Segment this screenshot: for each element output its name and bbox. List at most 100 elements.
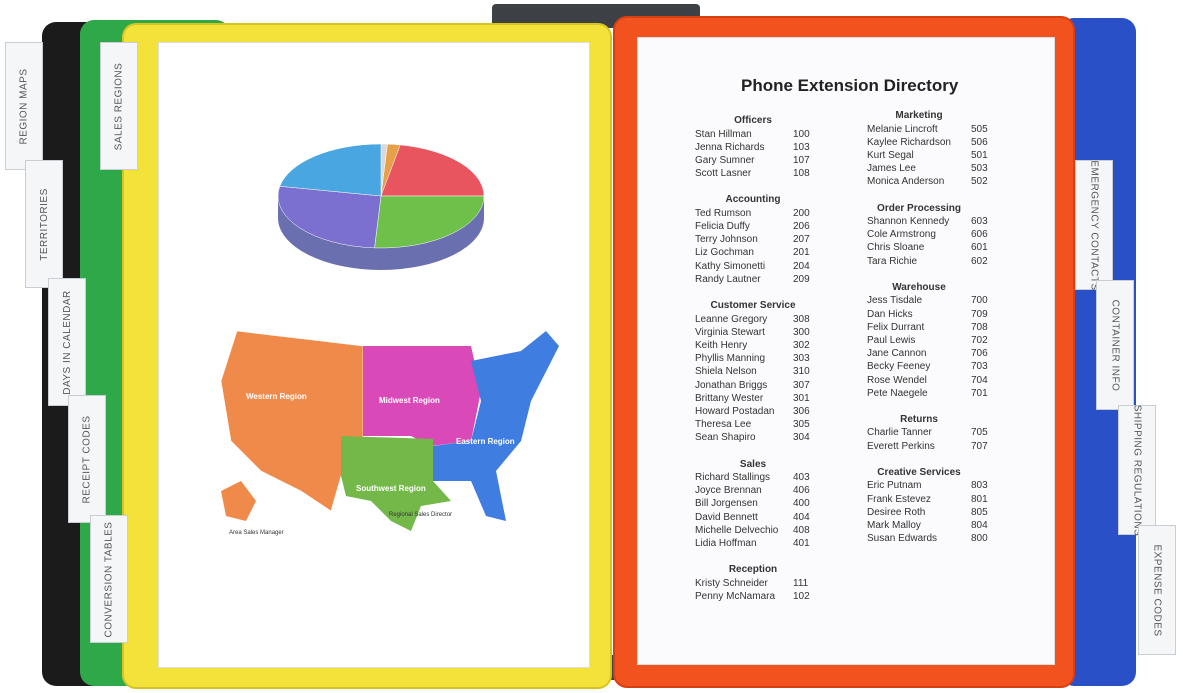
tab[interactable]: TERRITORIES bbox=[25, 160, 63, 288]
map-label: Midwest Region bbox=[379, 396, 440, 405]
entry-name: Rose Wendel bbox=[867, 374, 927, 386]
tab-label: RECEIPT CODES bbox=[81, 415, 93, 503]
tab[interactable]: REGION MAPS bbox=[5, 42, 43, 170]
entry-extension: 100 bbox=[793, 128, 810, 140]
directory-title: Phone Extension Directory bbox=[741, 76, 959, 95]
entry-name: Kurt Segal bbox=[867, 149, 914, 161]
entry-name: Keith Henry bbox=[695, 339, 748, 351]
entry-extension: 300 bbox=[793, 326, 810, 338]
map-alaska bbox=[221, 481, 256, 521]
legend-title: Regional Sales Director bbox=[389, 512, 452, 518]
entry-extension: 306 bbox=[793, 405, 810, 417]
entry-extension: 200 bbox=[793, 207, 810, 219]
entry-name: Kristy Schneider bbox=[695, 577, 768, 589]
entry-name: Howard Postadan bbox=[695, 405, 775, 417]
entry-extension: 502 bbox=[971, 176, 988, 188]
entry-name: James Lee bbox=[867, 163, 916, 175]
entry-name: Jane Cannon bbox=[867, 348, 927, 360]
tab[interactable]: RECEIPT CODES bbox=[68, 395, 106, 523]
tab[interactable]: DAYS IN CALENDAR bbox=[48, 278, 86, 406]
section-heading: Creative Services bbox=[877, 466, 961, 478]
entry-name: David Bennett bbox=[695, 511, 758, 523]
entry-name: Stan Hillman bbox=[695, 128, 752, 140]
entry-extension: 103 bbox=[793, 141, 810, 153]
entry-extension: 206 bbox=[793, 221, 810, 232]
tab-label: EMERGENCY CONTACTS bbox=[1088, 159, 1100, 291]
tab-label: EXPENSE CODES bbox=[1151, 543, 1163, 637]
entry-name: Charlie Tanner bbox=[867, 427, 932, 439]
entry-extension: 706 bbox=[971, 348, 988, 360]
entry-extension: 603 bbox=[971, 216, 988, 227]
entry-name: Phyllis Manning bbox=[695, 353, 766, 365]
entry-extension: 705 bbox=[971, 427, 988, 439]
tab[interactable]: CONTAINER INFO bbox=[1096, 280, 1134, 410]
entry-name: Felicia Duffy bbox=[695, 221, 750, 232]
entry-name: Becky Feeney bbox=[867, 361, 931, 373]
section-heading: Officers bbox=[734, 115, 772, 126]
entry-extension: 602 bbox=[971, 255, 988, 267]
entry-extension: 503 bbox=[971, 163, 988, 175]
entry-extension: 301 bbox=[793, 392, 810, 404]
entry-name: Lidia Hoffman bbox=[695, 538, 757, 549]
entry-extension: 107 bbox=[793, 154, 810, 166]
tab-label: TERRITORIES bbox=[38, 187, 50, 261]
map-southwest bbox=[341, 436, 451, 531]
directory-page: Phone Extension Directory Officers Stan H… bbox=[637, 37, 1055, 665]
entry-extension: 704 bbox=[971, 374, 988, 386]
entry-name: Kathy Simonetti bbox=[695, 260, 766, 272]
entry-name: Richard Stallings bbox=[695, 472, 771, 483]
map-east bbox=[431, 331, 559, 521]
pie-slice bbox=[374, 195, 485, 249]
entry-name: Frank Estevez bbox=[867, 493, 931, 505]
entry-extension: 401 bbox=[793, 538, 810, 549]
entry-extension: 304 bbox=[793, 432, 810, 444]
map-label: Southwest Region bbox=[356, 484, 426, 493]
entry-extension: 204 bbox=[793, 260, 810, 272]
entry-extension: 801 bbox=[971, 493, 988, 505]
entry-extension: 307 bbox=[793, 379, 810, 391]
entry-name: Sean Shapiro bbox=[695, 432, 756, 444]
entry-extension: 803 bbox=[971, 480, 988, 492]
entry-name: Penny McNamara bbox=[695, 590, 776, 602]
tab[interactable]: EMERGENCY CONTACTS bbox=[1075, 160, 1113, 290]
entry-name: Jenna Richards bbox=[695, 141, 765, 153]
pie-slice bbox=[380, 144, 485, 197]
entry-name: Jess Tisdale bbox=[867, 295, 923, 307]
section-heading: Sales bbox=[739, 458, 767, 470]
entry-name: Scott Lasner bbox=[695, 168, 752, 180]
entry-extension: 700 bbox=[971, 295, 988, 307]
entry-name: Desiree Roth bbox=[867, 506, 926, 518]
section-heading: Marketing bbox=[895, 110, 943, 121]
entry-name: Shiela Nelson bbox=[695, 366, 757, 378]
tab[interactable]: CONVERSION TABLES bbox=[90, 515, 128, 643]
tab[interactable]: SHIPPING REGULATIONS bbox=[1118, 404, 1156, 536]
entry-name: Monica Anderson bbox=[867, 176, 945, 188]
entry-name: Brittany Wester bbox=[695, 392, 764, 404]
left-page-graphics: Western Region Midwest Region Eastern Regi… bbox=[220, 143, 559, 536]
entry-extension: 506 bbox=[971, 136, 988, 148]
tab-label: DAYS IN CALENDAR bbox=[61, 289, 73, 395]
entry-extension: 408 bbox=[793, 524, 810, 536]
tab[interactable]: SALES REGIONS bbox=[100, 42, 138, 170]
entry-extension: 102 bbox=[793, 590, 810, 602]
entry-name: Cole Armstrong bbox=[867, 229, 936, 241]
entry-extension: 505 bbox=[971, 123, 988, 135]
entry-name: Randy Lautner bbox=[695, 273, 761, 285]
section-heading: Returns bbox=[900, 413, 938, 425]
entry-name: Ted Rumson bbox=[695, 207, 752, 219]
entry-extension: 302 bbox=[793, 339, 810, 351]
entry-extension: 201 bbox=[793, 247, 810, 259]
entry-name: Chris Sloane bbox=[867, 242, 925, 254]
tab-label: REGION MAPS bbox=[18, 67, 30, 145]
entry-name: Joyce Brennan bbox=[695, 485, 762, 497]
tab[interactable]: EXPENSE CODES bbox=[1138, 525, 1176, 655]
entry-name: Melanie Lincroft bbox=[867, 123, 938, 135]
entry-name: Liz Gochman bbox=[695, 247, 754, 259]
entry-extension: 400 bbox=[793, 498, 810, 510]
entry-name: Kaylee Richardson bbox=[867, 136, 951, 148]
entry-name: Eric Putnam bbox=[867, 480, 922, 492]
entry-name: Paul Lewis bbox=[867, 334, 916, 346]
entry-extension: 111 bbox=[793, 577, 809, 589]
